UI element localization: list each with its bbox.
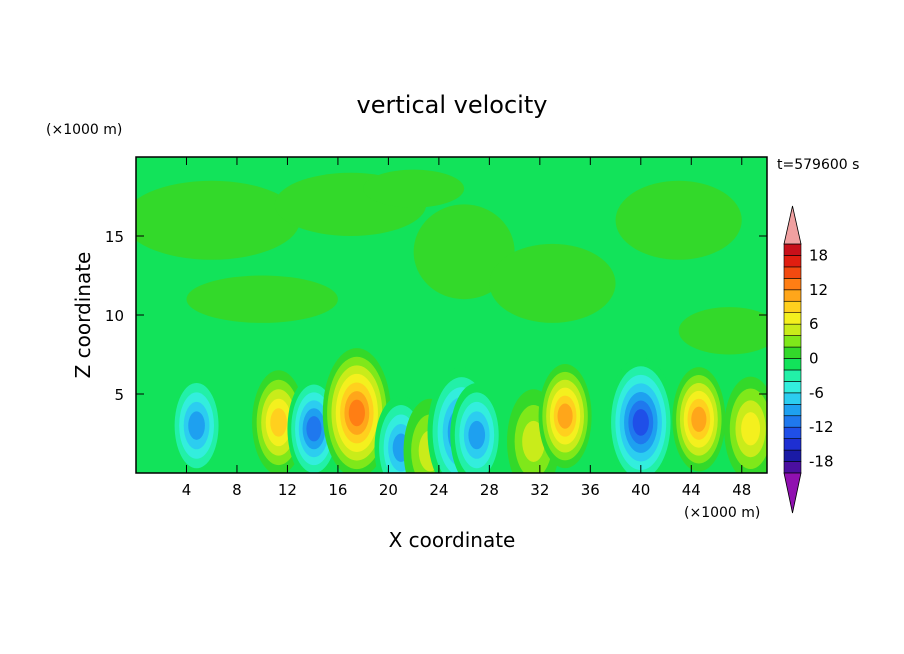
wave-cell: [170, 373, 224, 473]
colorbar-swatch: [783, 243, 802, 256]
x-tick-label: 12: [278, 481, 297, 499]
colorbar-tick-label: 6: [809, 315, 819, 333]
x-axis: 4 8 12 16 20 24 28 32 36 40 44 48: [182, 157, 751, 499]
colorbar-swatch: [783, 278, 802, 291]
colorbar-swatch: [783, 323, 802, 336]
colorbar-tick-label: -18: [809, 453, 834, 471]
colorbar-swatch: [783, 426, 802, 439]
colorbar-tick-label: -12: [809, 418, 834, 436]
colorbar-swatch: [783, 358, 802, 371]
positive-patch: [615, 180, 742, 260]
contour-level: [270, 408, 287, 437]
contour-level: [741, 412, 761, 446]
contour-level: [691, 406, 707, 432]
colorbar-swatch: [783, 335, 802, 348]
x-tick-label: 36: [581, 481, 600, 499]
time-label: t=579600 s: [777, 157, 859, 173]
x-tick-label: 44: [682, 481, 701, 499]
wave-cell: [287, 376, 341, 473]
x-tick-label: 28: [480, 481, 499, 499]
colorbar-swatch: [783, 392, 802, 405]
x-tick-label: 32: [530, 481, 549, 499]
colorbar-swatch: [783, 289, 802, 302]
x-tick-label: 16: [328, 481, 347, 499]
y-tick-label: 5: [114, 386, 124, 404]
x-tick-label: 20: [379, 481, 398, 499]
y-axis-label: Z coordinate: [71, 252, 95, 379]
y-tick-label: 15: [105, 228, 124, 246]
contour-field: [136, 157, 767, 473]
colorbar-tick-label: -6: [809, 384, 824, 402]
positive-patch: [413, 204, 515, 300]
x-unit-label: (×1000 m): [684, 505, 760, 521]
contour-level: [348, 399, 365, 427]
y-tick-label: 10: [105, 307, 124, 325]
colorbar-over-arrow: [783, 205, 802, 245]
positive-patch: [136, 180, 301, 260]
colorbar-swatch: [783, 403, 802, 417]
contour-level: [306, 416, 322, 442]
positive-patch: [186, 275, 338, 323]
colorbar-swatch: [783, 461, 802, 474]
wave-cell: [538, 363, 592, 469]
x-tick-label: 48: [732, 481, 751, 499]
colorbar-swatch: [783, 438, 802, 451]
wave-cell: [724, 376, 767, 473]
contour-level: [522, 420, 545, 462]
x-tick-label: 24: [429, 481, 448, 499]
x-axis-label: X coordinate: [389, 528, 516, 552]
contour-level: [468, 420, 486, 450]
y-axis: 5 10 15: [105, 228, 767, 404]
colorbar-swatch: [783, 266, 802, 279]
colorbar-swatch: [783, 312, 802, 325]
colorbar-swatch: [783, 300, 802, 313]
contour-level: [557, 403, 573, 429]
x-tick-label: 40: [631, 481, 650, 499]
y-unit-label: (×1000 m): [46, 122, 122, 138]
x-tick-label: 8: [232, 481, 242, 499]
wave-cell: [322, 348, 391, 473]
positive-patch: [363, 169, 465, 208]
colorbar-swatch: [783, 449, 802, 462]
wave-cell: [606, 357, 675, 473]
contour-level: [632, 409, 649, 436]
wave-cell: [450, 382, 504, 473]
colorbar-swatch: [783, 255, 802, 268]
colorbar-swatch: [783, 346, 802, 359]
colorbar-tick-label: 0: [809, 350, 819, 368]
colorbar-swatch: [783, 381, 802, 394]
positive-patch: [489, 243, 616, 323]
colorbar-under-arrow: [783, 472, 802, 514]
wave-cell: [672, 367, 726, 472]
colorbar-tick-label: 18: [809, 246, 828, 264]
positive-patch: [678, 307, 767, 355]
colorbar-swatch: [783, 369, 802, 382]
contour-level: [188, 411, 205, 440]
colorbar-tick-label: 12: [809, 281, 828, 299]
chart-title: vertical velocity: [357, 91, 548, 119]
x-tick-label: 4: [182, 481, 192, 499]
colorbar: -18 -12 -6 0 6 12 18: [783, 205, 834, 514]
colorbar-swatch: [783, 415, 802, 428]
